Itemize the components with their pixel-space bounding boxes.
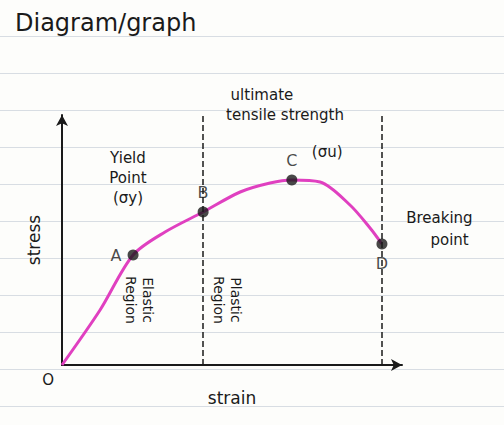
svg-text:A: A — [111, 246, 122, 265]
svg-text:Yield: Yield — [109, 149, 146, 167]
svg-text:point: point — [430, 231, 468, 249]
svg-text:stress: stress — [24, 215, 44, 265]
svg-text:tensile strength: tensile strength — [226, 106, 344, 124]
svg-text:(σy): (σy) — [113, 189, 143, 207]
svg-text:C: C — [286, 151, 297, 170]
svg-text:O: O — [42, 371, 54, 389]
svg-text:Point: Point — [109, 169, 146, 187]
svg-text:ultimate: ultimate — [231, 86, 294, 104]
svg-text:Plastic: Plastic — [228, 277, 244, 322]
svg-text:Region: Region — [123, 276, 139, 324]
svg-text:D: D — [375, 254, 389, 273]
svg-text:Elastic: Elastic — [140, 277, 156, 323]
svg-text:(σu): (σu) — [312, 143, 343, 161]
svg-text:Diagram/graph: Diagram/graph — [15, 9, 196, 37]
svg-text:B: B — [197, 183, 209, 202]
svg-text:Breaking: Breaking — [406, 209, 472, 227]
svg-text:Region: Region — [211, 276, 227, 324]
svg-text:strain: strain — [208, 388, 256, 408]
